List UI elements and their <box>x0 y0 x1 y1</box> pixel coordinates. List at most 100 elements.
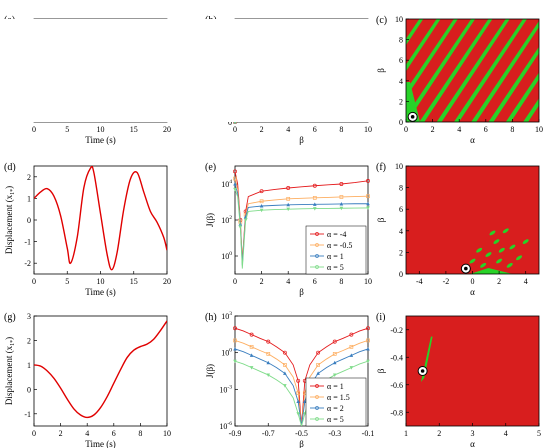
panel-label: (f) <box>376 162 386 173</box>
stability-region <box>419 19 493 122</box>
panel-c: 0 2 4 6 8 10 0 2 4 6 8 10 α β (c) <box>0 15 550 145</box>
stability-region <box>488 30 550 122</box>
x-tick-label: 10 <box>364 277 372 286</box>
axes-frame <box>33 165 168 275</box>
x-tick-label: -4 <box>416 277 423 286</box>
x-tick-label: 2 <box>437 429 441 438</box>
x-tick-label: 10 <box>97 277 105 286</box>
x-axis-label: β <box>299 135 304 145</box>
x-tick-label: 8 <box>138 429 142 438</box>
legend-marker <box>315 384 319 388</box>
legend-label: α = -0.5 <box>327 241 352 250</box>
x-tick-label: 4 <box>85 429 89 438</box>
data-point <box>312 196 317 200</box>
x-tick-label: 10 <box>97 125 105 134</box>
y-tick-label: 6 <box>399 205 403 214</box>
data-point <box>366 194 370 199</box>
stability-region <box>480 262 487 268</box>
x-tick-label: -2 <box>443 277 450 286</box>
data-point <box>286 196 291 201</box>
mask <box>539 19 550 122</box>
y-tick-label: 0 <box>399 118 403 127</box>
data-point <box>366 338 370 343</box>
data-point <box>233 346 237 351</box>
x-tick-label: 10 <box>364 125 372 134</box>
legend-label: α = 1 <box>327 252 344 261</box>
data-point <box>332 339 337 344</box>
x-tick-label: -0.3 <box>328 429 341 438</box>
data-point <box>259 208 264 213</box>
y-tick-label: 10-3 <box>219 384 232 394</box>
y-tick-label: 0 <box>399 270 403 279</box>
stability-region <box>436 19 510 122</box>
legend-label: α = 1.5 <box>327 393 350 402</box>
stability-region <box>489 230 496 236</box>
data-point <box>296 399 300 404</box>
data-point <box>316 363 320 367</box>
y-axis-label: J(β) <box>205 213 215 227</box>
stability-region <box>476 247 483 253</box>
stability-region <box>522 239 529 244</box>
data-point <box>283 384 287 388</box>
data-point <box>332 373 337 377</box>
panel-e: 0 2 4 6 8 10 100 102 104 β J(β) (e) α = -4 α = -0.5 α … <box>205 162 372 297</box>
x-axis-label: Time (s) <box>85 439 115 448</box>
y-tick-label: 2 <box>399 248 403 257</box>
stability-region <box>406 82 420 122</box>
x-tick-label: 4 <box>457 125 461 134</box>
mask <box>0 19 406 122</box>
y-tick-label: 8 <box>399 184 403 193</box>
x-tick-label: 2 <box>431 125 435 134</box>
y-tick-label: -0.4 <box>390 353 403 362</box>
data-point <box>366 359 370 364</box>
stability-region <box>453 19 528 122</box>
x-tick-label: 0 <box>471 277 475 286</box>
heatmap-background <box>406 166 539 274</box>
panel-label: (h) <box>205 312 217 323</box>
x-tick-label: 0 <box>32 429 36 438</box>
data-point <box>366 326 370 331</box>
x-axis-label: Time (s) <box>85 135 115 145</box>
x-tick-label: 15 <box>130 125 138 134</box>
y-axis-label: Displacement (x1*) <box>4 186 16 254</box>
stability-region <box>469 268 513 274</box>
y-tick-label: 4 <box>399 227 403 236</box>
data-point <box>266 373 271 377</box>
legend-label: α = 5 <box>327 263 344 272</box>
legend-marker <box>315 417 319 421</box>
legend-label: α = 1 <box>327 382 344 391</box>
data-point <box>283 363 287 367</box>
stability-region <box>505 56 550 122</box>
x-tick-label: 4 <box>504 429 508 438</box>
x-tick-label: 4 <box>524 277 528 286</box>
data-point <box>332 352 337 356</box>
legend-marker <box>315 254 319 258</box>
panel-label: (g) <box>4 312 16 323</box>
x-tick-label: 6 <box>313 125 317 134</box>
data-point <box>313 202 317 206</box>
legend-label: α = -4 <box>327 230 346 239</box>
x-tick-label: 8 <box>510 125 514 134</box>
legend-marker <box>315 406 319 410</box>
y-tick-label: 6 <box>399 56 403 65</box>
data-point <box>316 350 321 355</box>
x-tick-label: 2 <box>497 277 501 286</box>
y-axis-label: β <box>376 68 386 73</box>
y-axis-label: Displacement (x1*) <box>4 337 16 405</box>
x-tick-label: 10 <box>535 125 543 134</box>
y-tick-label: -0.8 <box>390 408 403 417</box>
axes-frame <box>405 18 540 123</box>
y-tick-label: 4 <box>399 77 403 86</box>
data-point <box>259 189 264 194</box>
x-tick-label: 8 <box>339 125 343 134</box>
panel-d: 0 5 10 15 20 -2 -1 0 1 2 Time (s) Displacement (x1*… <box>4 162 171 297</box>
stability-region <box>402 19 476 122</box>
panel-g: 0 2 4 6 8 10 -1 0 1 2 3 Time (s) Displacement (x1*) (… <box>4 312 171 448</box>
displacement-line <box>34 320 167 419</box>
data-point <box>339 201 344 206</box>
y-tick-label: 0 <box>228 118 232 127</box>
x-tick-label: 10 <box>163 429 171 438</box>
x-tick-label: -0.7 <box>262 429 275 438</box>
y-tick-label: 104 <box>221 179 232 189</box>
